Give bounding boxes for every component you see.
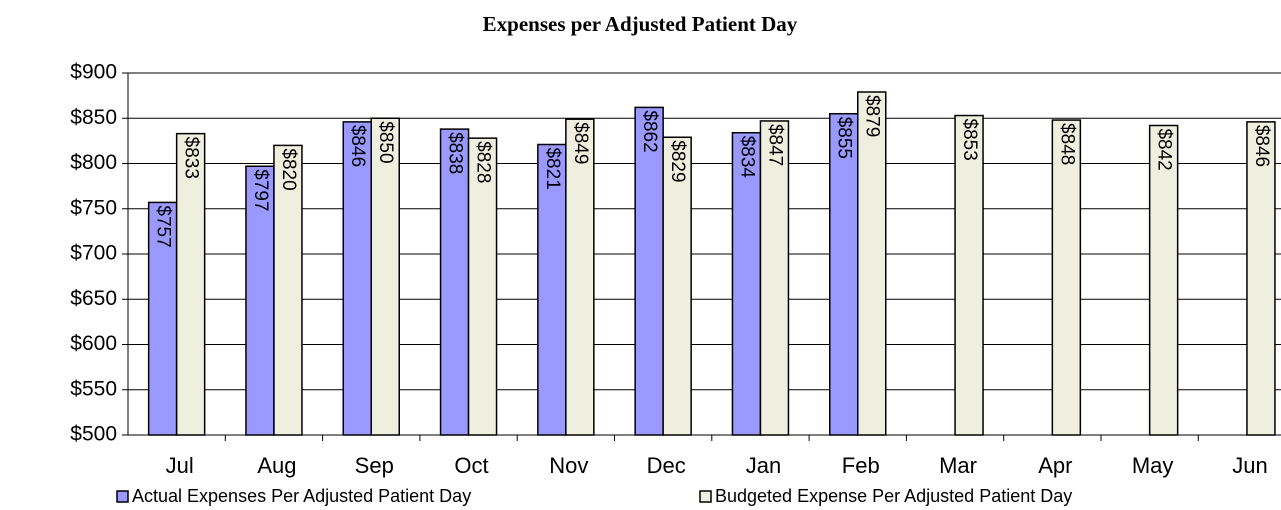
x-tick-label: Mar [939,453,977,478]
value-label: $821 [542,147,563,189]
bar [467,137,498,436]
bar [273,144,303,436]
value-label: $834 [736,136,757,179]
y-tick-label: $850 [70,106,117,129]
y-tick-label: $550 [70,377,117,400]
bar [954,114,984,436]
x-tick-label: Dec [647,453,686,478]
value-label: $853 [959,119,980,161]
x-tick-label: Oct [454,453,488,478]
value-label: $842 [1154,128,1175,170]
value-label: $828 [473,141,494,183]
bar [439,128,470,436]
bar [731,131,762,436]
value-label: $838 [445,132,466,174]
bar [857,91,887,436]
value-label: $829 [667,140,688,182]
value-label: $846 [347,125,368,167]
y-tick-label: $800 [70,151,117,174]
value-label: $849 [570,122,591,164]
bar [370,117,400,436]
x-tick-label: Sep [355,453,394,478]
x-tick-label: Nov [549,453,588,478]
x-tick-label: Jan [746,453,781,478]
bar [1246,121,1276,436]
bar [175,132,206,436]
x-tick-label: Feb [842,453,880,478]
y-tick-label: $900 [70,61,117,84]
value-label: $846 [1251,125,1272,167]
value-label: $797 [250,169,271,211]
y-tick-label: $600 [70,332,117,355]
y-tick-label: $750 [70,196,117,219]
bar [1051,119,1082,436]
x-tick-label: Apr [1038,453,1072,478]
value-label: $855 [834,117,855,159]
bar [634,106,664,436]
legend-label: Actual Expenses Per Adjusted Patient Day [132,486,471,506]
x-tick-label: Aug [257,453,296,478]
bar [829,112,859,436]
bar [662,136,692,436]
y-tick-label: $650 [70,287,117,310]
bar [245,165,275,436]
bar [565,118,595,436]
x-tick-label: May [1132,453,1174,478]
value-label: $833 [181,137,202,179]
value-label: $847 [764,124,785,166]
bar [1148,124,1179,436]
value-label: $850 [375,121,396,163]
value-label: $862 [639,110,660,152]
legend-swatch [699,490,712,503]
y-tick-label: $700 [70,242,117,265]
legend-swatch [116,490,129,503]
x-tick-label: Jul [166,453,194,478]
legend-label: Budgeted Expense Per Adjusted Patient Da… [715,486,1072,506]
value-label: $848 [1056,123,1077,165]
bar [759,120,790,436]
value-label: $879 [862,95,883,137]
bar [537,143,567,436]
value-label: $820 [278,148,299,190]
value-label: $757 [153,205,174,247]
x-tick-label: Jun [1232,453,1267,478]
bar [342,121,372,436]
y-tick-label: $500 [70,423,117,446]
chart-title: Expenses per Adjusted Patient Day [483,12,798,36]
